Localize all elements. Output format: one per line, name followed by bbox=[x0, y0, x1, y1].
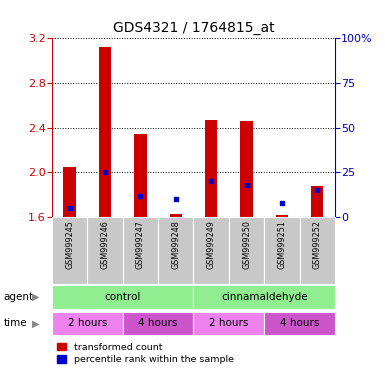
Text: GSM999245: GSM999245 bbox=[65, 220, 74, 269]
Bar bbox=[123, 217, 158, 284]
Text: GSM999246: GSM999246 bbox=[100, 220, 110, 269]
Bar bbox=[193, 285, 335, 309]
Bar bbox=[52, 217, 87, 284]
Text: 2 hours: 2 hours bbox=[68, 318, 107, 328]
Legend: transformed count, percentile rank within the sample: transformed count, percentile rank withi… bbox=[57, 343, 234, 364]
Text: 4 hours: 4 hours bbox=[280, 318, 319, 328]
Bar bbox=[99, 47, 111, 217]
Bar bbox=[87, 217, 123, 284]
Text: GSM999252: GSM999252 bbox=[313, 220, 322, 269]
Bar bbox=[311, 186, 323, 217]
Text: agent: agent bbox=[4, 292, 34, 302]
Bar bbox=[240, 121, 253, 217]
Bar bbox=[205, 120, 218, 217]
Text: ▶: ▶ bbox=[32, 318, 39, 328]
Bar bbox=[123, 311, 193, 335]
Text: control: control bbox=[105, 292, 141, 302]
Bar bbox=[264, 311, 335, 335]
Text: GSM999251: GSM999251 bbox=[277, 220, 286, 269]
Text: GSM999247: GSM999247 bbox=[136, 220, 145, 269]
Bar bbox=[52, 311, 123, 335]
Bar bbox=[52, 285, 193, 309]
Bar bbox=[300, 217, 335, 284]
Bar bbox=[276, 215, 288, 217]
Text: GSM999250: GSM999250 bbox=[242, 220, 251, 269]
Bar bbox=[64, 167, 76, 217]
Bar bbox=[193, 311, 264, 335]
Text: 4 hours: 4 hours bbox=[138, 318, 178, 328]
Bar bbox=[193, 217, 229, 284]
Text: time: time bbox=[4, 318, 27, 328]
Text: ▶: ▶ bbox=[32, 292, 39, 302]
Bar bbox=[134, 134, 147, 217]
Text: GSM999249: GSM999249 bbox=[207, 220, 216, 269]
Text: 2 hours: 2 hours bbox=[209, 318, 249, 328]
Bar bbox=[229, 217, 264, 284]
Text: GSM999248: GSM999248 bbox=[171, 220, 180, 269]
Bar bbox=[158, 217, 193, 284]
Title: GDS4321 / 1764815_at: GDS4321 / 1764815_at bbox=[113, 21, 274, 35]
Text: cinnamaldehyde: cinnamaldehyde bbox=[221, 292, 308, 302]
Bar bbox=[264, 217, 300, 284]
Bar bbox=[169, 214, 182, 217]
